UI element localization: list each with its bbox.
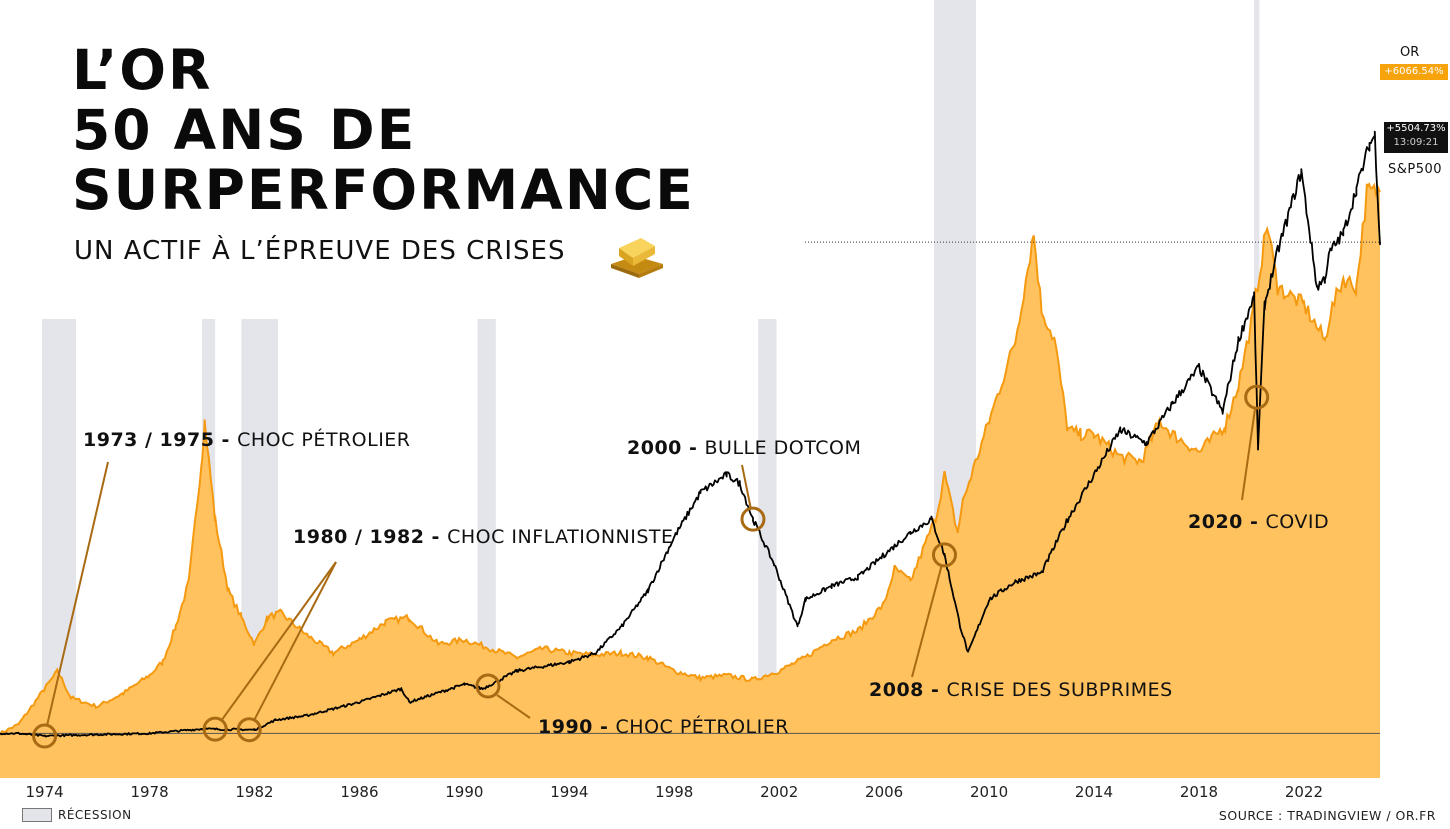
- crisis-marker: [1244, 384, 1270, 410]
- x-tick-label: 1998: [655, 783, 694, 801]
- annotation-leaders: [46, 408, 1256, 725]
- gold-bars-icon: [611, 238, 663, 278]
- annotation-year: 2020: [1188, 511, 1243, 533]
- title-line-3: SURPERFORMANCE: [72, 158, 695, 222]
- subtitle: UN ACTIF À L’ÉPREUVE DES CRISES: [74, 236, 566, 266]
- annotation-separator: -: [923, 679, 947, 701]
- crisis-marker: [740, 506, 766, 532]
- annotation-separator: -: [592, 716, 616, 738]
- x-tick-label: 1986: [340, 783, 379, 801]
- annotation-text: COVID: [1265, 511, 1330, 533]
- sp500-time: 13:09:21: [1393, 137, 1439, 148]
- x-tick-label: 2006: [865, 783, 904, 801]
- annotation-year: 1990: [538, 716, 593, 738]
- x-tick-label: 2022: [1284, 783, 1323, 801]
- annotation-separator: -: [1242, 511, 1266, 533]
- title-line-2: 50 ANS DE: [72, 98, 417, 162]
- title-block: L’OR 50 ANS DE SURPERFORMANCE: [72, 40, 695, 220]
- annotation-1973-1975: 1973 / 1975 - CHOC PÉTROLIER: [83, 429, 411, 451]
- annotation-text: CHOC PÉTROLIER: [237, 429, 411, 451]
- x-tick-label: 1974: [25, 783, 64, 801]
- x-tick-label: 1982: [235, 783, 274, 801]
- gold-series-label: OR: [1400, 45, 1420, 60]
- annotation-year: 2000: [627, 437, 682, 459]
- annotation-leader: [46, 461, 109, 725]
- x-tick-label: 2014: [1074, 783, 1114, 801]
- title-line-1: L’OR: [72, 38, 213, 102]
- annotation-1980-1982: 1980 / 1982 - CHOC INFLATIONNISTE: [293, 526, 674, 548]
- crisis-marker: [236, 717, 262, 743]
- annotation-leader: [253, 561, 337, 720]
- annotation-text: CHOC PÉTROLIER: [615, 716, 789, 738]
- x-tick-label: 2010: [969, 783, 1009, 801]
- crisis-marker: [475, 673, 501, 699]
- crisis-marker: [32, 723, 58, 749]
- source-label: SOURCE : TRADINGVIEW / OR.FR: [1218, 808, 1436, 823]
- annotation-separator: -: [214, 429, 238, 451]
- annotation-year: 1973 / 1975: [83, 429, 215, 451]
- annotation-leader: [741, 464, 752, 508]
- gold-area: [0, 183, 1380, 778]
- annotation-text: CHOC INFLATIONNISTE: [447, 526, 674, 548]
- sp500-value-badge: +5504.73% 13:09:21: [1384, 122, 1448, 153]
- recession-legend-swatch: [22, 808, 52, 822]
- annotation-2020: 2020 - COVID: [1188, 511, 1329, 533]
- annotation-leader: [1241, 408, 1256, 501]
- annotation-1990: 1990 - CHOC PÉTROLIER: [538, 716, 789, 738]
- annotation-year: 2008: [869, 679, 924, 701]
- annotation-separator: -: [681, 437, 705, 459]
- gold-line: [0, 182, 1381, 736]
- sp500-series-label: S&P500: [1388, 162, 1443, 177]
- gold-value-badge: +6066.54%: [1380, 64, 1448, 80]
- crisis-marker: [202, 716, 228, 742]
- annotation-separator: -: [424, 526, 448, 548]
- x-tick-label: 1994: [550, 783, 589, 801]
- recession-legend-label: RÉCESSION: [58, 808, 132, 822]
- annotation-2000: 2000 - BULLE DOTCOM: [627, 437, 861, 459]
- annotation-2008: 2008 - CRISE DES SUBPRIMES: [869, 679, 1173, 701]
- annotation-text: BULLE DOTCOM: [704, 437, 862, 459]
- x-tick-label: 1978: [130, 783, 169, 801]
- annotation-leader: [221, 561, 337, 720]
- crisis-markers: [32, 384, 1270, 749]
- annotation-text: CRISE DES SUBPRIMES: [946, 679, 1173, 701]
- x-tick-label: 2018: [1179, 783, 1219, 801]
- sp500-value: +5504.73%: [1386, 123, 1446, 134]
- x-tick-label: 1990: [445, 783, 484, 801]
- x-tick-label: 2002: [760, 783, 799, 801]
- annotation-year: 1980 / 1982: [293, 526, 425, 548]
- annotation-leader: [911, 566, 943, 678]
- annotation-leader: [496, 694, 531, 719]
- crisis-marker: [931, 542, 957, 568]
